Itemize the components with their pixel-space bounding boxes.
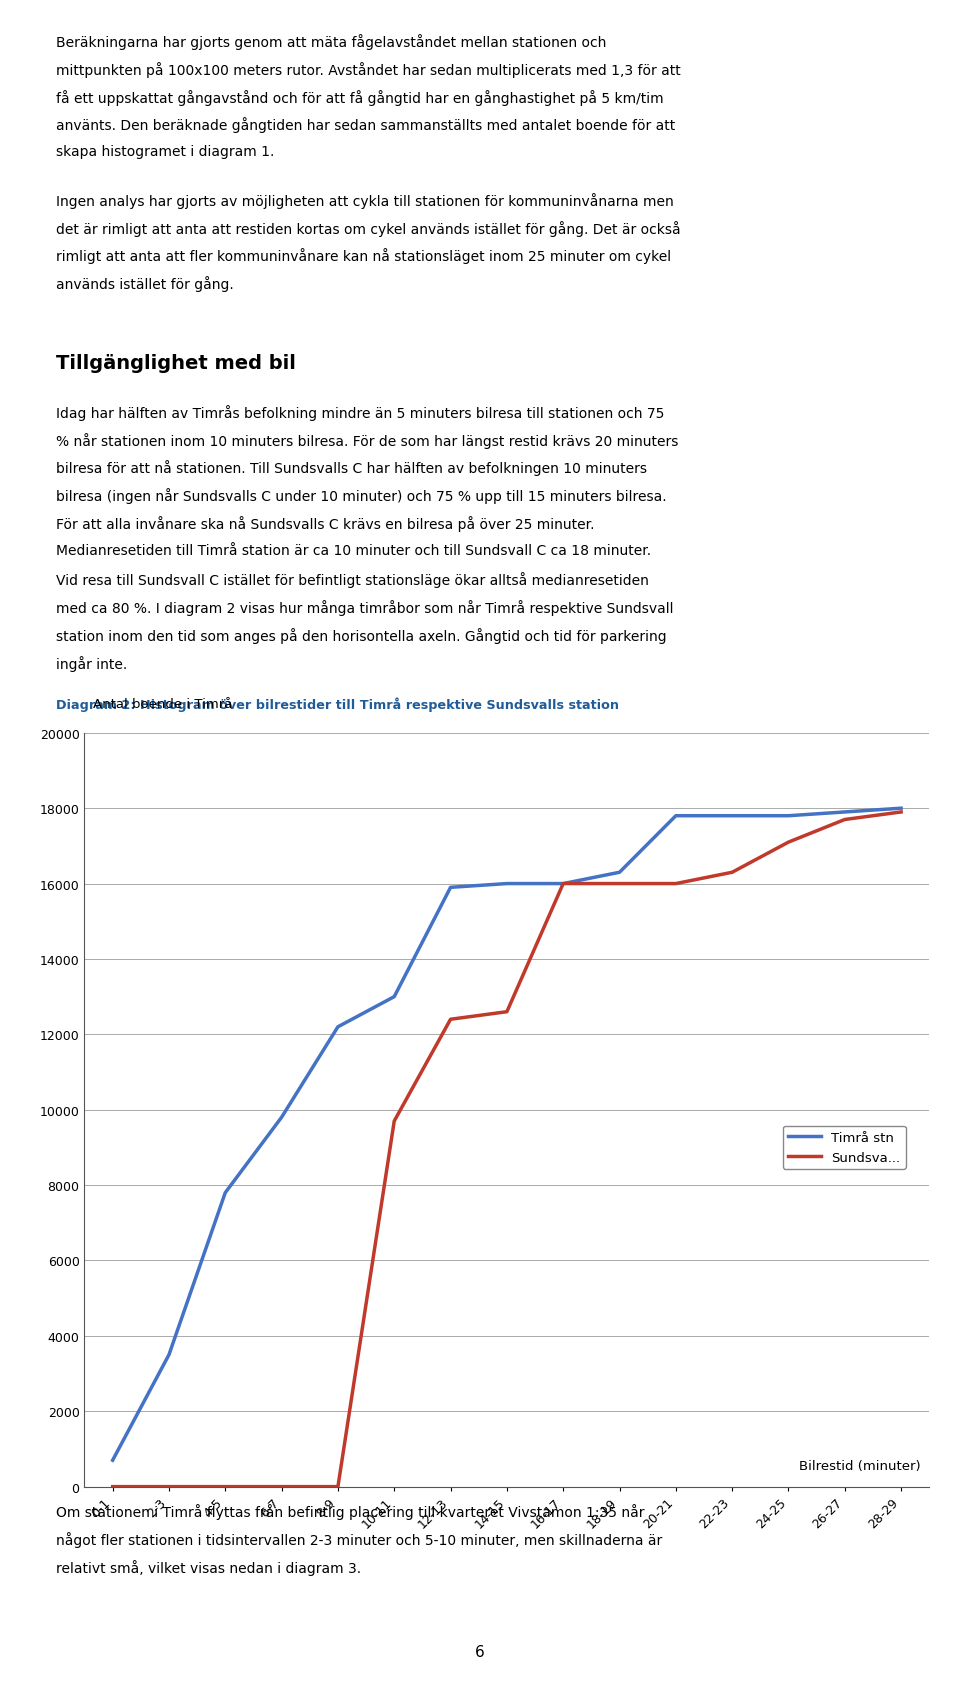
Text: Idag har hälften av Timrås befolkning mindre än 5 minuters bilresa till statione: Idag har hälften av Timrås befolkning mi… xyxy=(56,404,664,421)
Legend: Timrå stn, Sundsva...: Timrå stn, Sundsva... xyxy=(782,1127,906,1169)
Text: används istället för gång.: används istället för gång. xyxy=(56,277,233,292)
Text: Medianresetiden till Timrå station är ca 10 minuter och till Sundsvall C ca 18 m: Medianresetiden till Timrå station är ca… xyxy=(56,544,651,557)
Text: Ingen analys har gjorts av möjligheten att cykla till stationen för kommuninvåna: Ingen analys har gjorts av möjligheten a… xyxy=(56,193,673,208)
Text: relativt små, vilket visas nedan i diagram 3.: relativt små, vilket visas nedan i diagr… xyxy=(56,1559,361,1576)
Text: Beräkningarna har gjorts genom att mäta fågelavståndet mellan stationen och: Beräkningarna har gjorts genom att mäta … xyxy=(56,34,606,49)
Text: % når stationen inom 10 minuters bilresa. För de som har längst restid krävs 20 : % når stationen inom 10 minuters bilresa… xyxy=(56,432,678,448)
Text: bilresa för att nå stationen. Till Sundsvalls C har hälften av befolkningen 10 m: bilresa för att nå stationen. Till Sunds… xyxy=(56,459,647,476)
Text: med ca 80 %. I diagram 2 visas hur många timråbor som når Timrå respektive Sunds: med ca 80 %. I diagram 2 visas hur många… xyxy=(56,600,673,615)
Text: Antal boende i Timrå: Antal boende i Timrå xyxy=(93,698,232,711)
Text: Diagram 2: Histogram över bilrestider till Timrå respektive Sundsvalls station: Diagram 2: Histogram över bilrestider ti… xyxy=(56,698,618,711)
Text: För att alla invånare ska nå Sundsvalls C krävs en bilresa på över 25 minuter.: För att alla invånare ska nå Sundsvalls … xyxy=(56,515,594,532)
Text: Bilrestid (minuter): Bilrestid (minuter) xyxy=(800,1459,921,1471)
Text: Tillgänglighet med bil: Tillgänglighet med bil xyxy=(56,355,296,373)
Text: få ett uppskattat gångavstånd och för att få gångtid har en gånghastighet på 5 k: få ett uppskattat gångavstånd och för at… xyxy=(56,90,663,105)
Text: använts. Den beräknade gångtiden har sedan sammanställts med antalet boende för : använts. Den beräknade gångtiden har sed… xyxy=(56,117,675,133)
Text: station inom den tid som anges på den horisontella axeln. Gångtid och tid för pa: station inom den tid som anges på den ho… xyxy=(56,627,666,644)
Text: mittpunkten på 100x100 meters rutor. Avståndet har sedan multiplicerats med 1,3 : mittpunkten på 100x100 meters rutor. Avs… xyxy=(56,61,681,78)
Text: bilresa (ingen når Sundsvalls C under 10 minuter) och 75 % upp till 15 minuters : bilresa (ingen når Sundsvalls C under 10… xyxy=(56,488,666,503)
Text: något fler stationen i tidsintervallen 2-3 minuter och 5-10 minuter, men skillna: något fler stationen i tidsintervallen 2… xyxy=(56,1532,662,1547)
Text: 6: 6 xyxy=(475,1645,485,1659)
Text: Vid resa till Sundsvall C istället för befintligt stationsläge ökar alltså media: Vid resa till Sundsvall C istället för b… xyxy=(56,571,649,588)
Text: det är rimligt att anta att restiden kortas om cykel används istället för gång. : det är rimligt att anta att restiden kor… xyxy=(56,221,681,236)
Text: skapa histogramet i diagram 1.: skapa histogramet i diagram 1. xyxy=(56,145,274,159)
Text: ingår inte.: ingår inte. xyxy=(56,655,127,671)
Text: rimligt att anta att fler kommuninvånare kan nå stationsläget inom 25 minuter om: rimligt att anta att fler kommuninvånare… xyxy=(56,248,671,263)
Text: Om stationen i Timrå flyttas från befintlig placering till kvarteret Vivstamon 1: Om stationen i Timrå flyttas från befint… xyxy=(56,1503,644,1520)
